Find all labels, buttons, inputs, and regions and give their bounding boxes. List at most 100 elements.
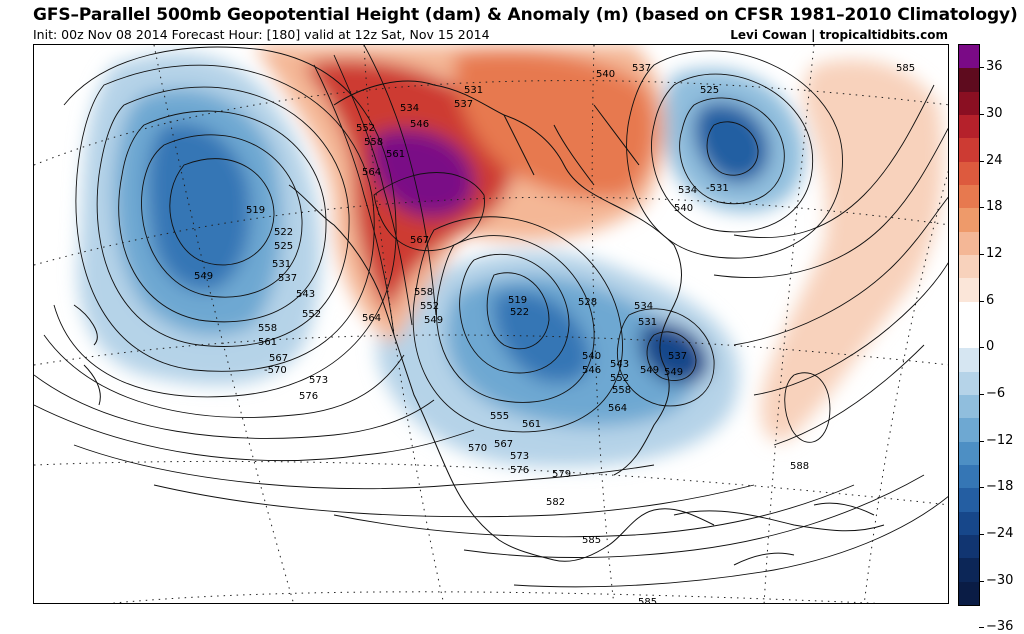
contour-label: 528 [578, 297, 597, 308]
atlantic-negative-core [694, 102, 770, 184]
contour-label: 549 [664, 367, 683, 378]
contour-label: -570 [264, 365, 287, 376]
colorbar-segment [959, 558, 979, 583]
contour-label: 519 [246, 205, 265, 216]
contour-label: 579 [552, 469, 571, 480]
contour-label: 567 [410, 235, 429, 246]
colorbar-segment [959, 535, 979, 559]
map-subtitle: Init: 00z Nov 08 2014 Forecast Hour: [18… [33, 27, 490, 42]
colorbar-label: −6 [986, 386, 1006, 401]
colorbar-segment [959, 418, 979, 443]
colorbar-label: 24 [986, 152, 1003, 168]
contour-label: 534 [400, 103, 419, 114]
graticule [34, 45, 948, 603]
contour-label: 552 [610, 373, 629, 384]
contour-label: 531 [638, 317, 657, 328]
contour-label: 525 [700, 85, 719, 96]
coastlines [73, 80, 885, 566]
contour-label: 534 [634, 301, 653, 312]
colorbar-segment [959, 348, 979, 373]
colorbar-segment [959, 138, 979, 163]
colorbar-label: 18 [986, 199, 1003, 215]
contour-label: 573 [510, 451, 529, 462]
colorbar-tick [979, 534, 984, 535]
colorbar-segment [959, 488, 979, 513]
colorbar-segment [959, 395, 979, 419]
contour-label: 558 [258, 323, 277, 334]
contour-label: 534 [678, 185, 697, 196]
contour-label: 585 [896, 63, 915, 74]
pacific-negative-center [147, 123, 251, 291]
map-credit: Levi Cowan | tropicaltidbits.com [730, 28, 948, 42]
contour-label: 576 [299, 391, 318, 402]
colorbar-tick [979, 160, 984, 162]
colorbar-segment [959, 325, 979, 349]
colorbar-label: −30 [986, 572, 1014, 588]
contour-label: 543 [296, 289, 315, 300]
colorbar-segment [959, 301, 979, 326]
colorbar-tick [979, 254, 984, 255]
contour-label: 540 [596, 69, 615, 80]
colorbar-label: −18 [986, 479, 1014, 495]
contour-label: 546 [582, 365, 601, 376]
contour-label: 552 [356, 123, 375, 134]
contour-label: 564 [362, 167, 381, 178]
colorbar-segment [959, 208, 979, 233]
colorbar-tick [979, 627, 984, 629]
contour-label: 585 [582, 535, 601, 546]
colorbar-segment [959, 91, 979, 116]
anomaly-shading [78, 45, 944, 468]
contour-label: 561 [522, 419, 541, 430]
contour-label: 537 [278, 273, 297, 284]
canada-positive-anomaly [454, 50, 656, 199]
colorbar-segment [959, 185, 979, 209]
height-contours [34, 45, 948, 588]
colorbar-label: −36 [986, 619, 1014, 634]
contour-label: 537 [454, 99, 473, 110]
colorbar-segment [959, 68, 979, 93]
contour-label: 540 [582, 351, 601, 362]
contour-label: 576 [510, 465, 529, 476]
contour-label: 555 [490, 411, 509, 422]
contour-label: 546 [410, 119, 429, 130]
contour-label: 543 [610, 359, 629, 370]
colorbar-label: 0 [986, 339, 995, 355]
contour-label: 561 [258, 337, 277, 348]
contour-label: 525 [274, 241, 293, 252]
contour-label: 558 [364, 137, 383, 148]
contour-label: 573 [309, 375, 328, 386]
coast-negative-center [640, 322, 710, 384]
colorbar-segment [959, 45, 979, 69]
contour-label: 519 [508, 295, 527, 306]
colorbar-segment [959, 278, 979, 303]
colorbar-segment [959, 465, 979, 489]
colorbar-tick [979, 487, 984, 489]
colorbar-tick [979, 580, 984, 582]
map-panel: 519 522 525 531 537 549 543 552 558 561 … [33, 44, 949, 604]
map-canvas: 519 522 525 531 537 549 543 552 558 561 … [34, 45, 948, 603]
contour-label: -531 [706, 183, 729, 194]
colorbar-tick [979, 67, 984, 69]
contour-label: 567 [494, 439, 513, 450]
colorbar-label: 6 [986, 292, 995, 308]
colorbar-label: 36 [986, 59, 1003, 75]
contour-label: 564 [608, 403, 627, 414]
colorbar-segment [959, 115, 979, 139]
us-negative-center [493, 290, 592, 384]
contour-label: 522 [510, 307, 529, 318]
contour-label: 522 [274, 227, 293, 238]
contour-label: 549 [640, 365, 659, 376]
colorbar-tick [979, 440, 984, 442]
contour-label: 552 [420, 301, 439, 312]
contour-label: 537 [632, 63, 651, 74]
colorbar-segment [959, 581, 979, 606]
colorbar-label: 30 [986, 106, 1003, 121]
colorbar-label: 12 [986, 246, 1003, 261]
contour-label: 588 [790, 461, 809, 472]
colorbar-label: −12 [986, 432, 1014, 448]
colorbar-segment [959, 441, 979, 466]
colorbar-tick [979, 300, 984, 302]
contour-label: 531 [464, 85, 483, 96]
contour-label: 561 [386, 149, 405, 160]
contour-label: 570 [468, 443, 487, 454]
